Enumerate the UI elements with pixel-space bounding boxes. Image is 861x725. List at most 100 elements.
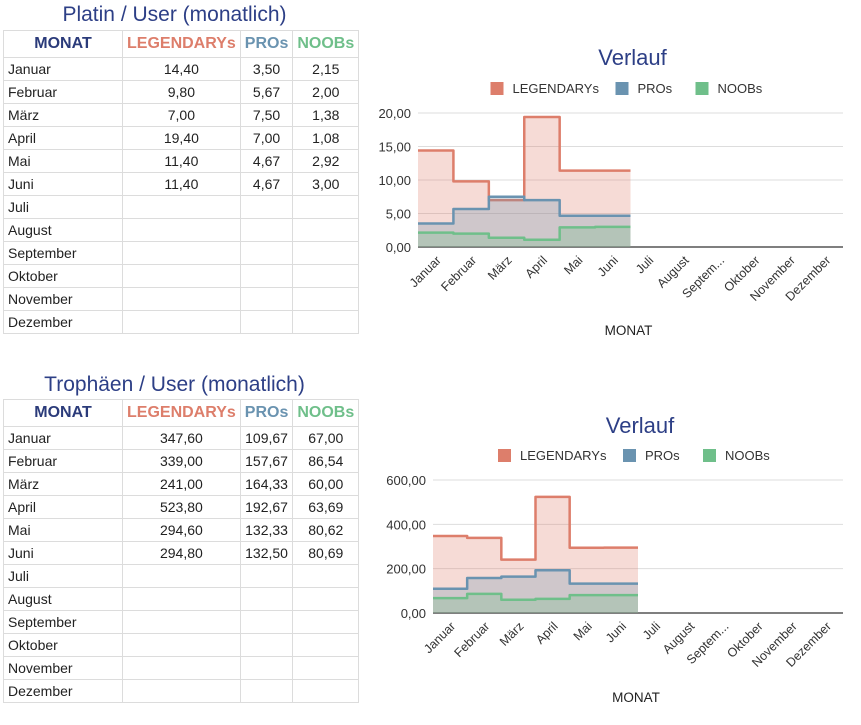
- table-cell[interactable]: 86,54: [292, 449, 360, 473]
- table-cell[interactable]: Juli: [3, 564, 123, 588]
- table-cell[interactable]: [292, 610, 360, 634]
- table-cell[interactable]: [292, 195, 360, 219]
- table-cell[interactable]: [239, 241, 294, 265]
- table-cell[interactable]: 19,40: [122, 126, 241, 150]
- table-cell[interactable]: Juni: [3, 172, 123, 196]
- table-cell[interactable]: 1,08: [292, 126, 360, 150]
- table-cell[interactable]: [239, 287, 294, 311]
- table-cell[interactable]: [122, 656, 241, 680]
- column-header: LEGENDARYs: [122, 399, 241, 427]
- table-cell[interactable]: Mai: [3, 149, 123, 173]
- table-cell[interactable]: 63,69: [292, 495, 360, 519]
- table-cell[interactable]: Dezember: [3, 679, 123, 703]
- table-cell[interactable]: April: [3, 126, 123, 150]
- table-cell[interactable]: 2,15: [292, 57, 360, 81]
- table-cell[interactable]: 9,80: [122, 80, 241, 104]
- table-cell[interactable]: [239, 633, 294, 657]
- table-cell[interactable]: [122, 587, 241, 611]
- table-cell[interactable]: [292, 633, 360, 657]
- table-cell[interactable]: Januar: [3, 426, 123, 450]
- table-cell[interactable]: 294,60: [122, 518, 241, 542]
- table-cell[interactable]: 132,50: [239, 541, 294, 565]
- table-cell[interactable]: [292, 241, 360, 265]
- table-cell[interactable]: [122, 679, 241, 703]
- table-cell[interactable]: 4,67: [239, 149, 294, 173]
- table-cell[interactable]: Juni: [3, 541, 123, 565]
- table-cell[interactable]: 192,67: [239, 495, 294, 519]
- table-cell[interactable]: [292, 587, 360, 611]
- table-cell[interactable]: September: [3, 610, 123, 634]
- table-cell[interactable]: Oktober: [3, 264, 123, 288]
- table-cell[interactable]: 7,00: [239, 126, 294, 150]
- table-cell[interactable]: 60,00: [292, 472, 360, 496]
- table-cell[interactable]: [239, 195, 294, 219]
- table-cell[interactable]: September: [3, 241, 123, 265]
- table-cell[interactable]: 1,38: [292, 103, 360, 127]
- table-cell[interactable]: [122, 310, 241, 334]
- table-cell[interactable]: 4,67: [239, 172, 294, 196]
- table-cell[interactable]: [122, 195, 241, 219]
- table-cell[interactable]: November: [3, 656, 123, 680]
- table-cell[interactable]: Oktober: [3, 633, 123, 657]
- table-cell[interactable]: 3,50: [239, 57, 294, 81]
- table-cell[interactable]: [122, 241, 241, 265]
- table-cell[interactable]: Februar: [3, 449, 123, 473]
- table-cell[interactable]: [239, 218, 294, 242]
- table-cell[interactable]: 2,00: [292, 80, 360, 104]
- table-cell[interactable]: [122, 633, 241, 657]
- table-cell[interactable]: 164,33: [239, 472, 294, 496]
- table-row: Juli: [3, 195, 360, 219]
- table-cell[interactable]: November: [3, 287, 123, 311]
- table-cell[interactable]: [292, 264, 360, 288]
- table-cell[interactable]: 523,80: [122, 495, 241, 519]
- table-cell[interactable]: [292, 218, 360, 242]
- table-cell[interactable]: Juli: [3, 195, 123, 219]
- table-cell[interactable]: [122, 264, 241, 288]
- table-cell[interactable]: [122, 564, 241, 588]
- table-cell[interactable]: 109,67: [239, 426, 294, 450]
- table-cell[interactable]: Januar: [3, 57, 123, 81]
- table-cell[interactable]: 11,40: [122, 149, 241, 173]
- table-cell[interactable]: 80,69: [292, 541, 360, 565]
- table-cell[interactable]: [122, 610, 241, 634]
- table-cell[interactable]: 132,33: [239, 518, 294, 542]
- table-cell[interactable]: [239, 656, 294, 680]
- table-cell[interactable]: März: [3, 472, 123, 496]
- table-cell[interactable]: 3,00: [292, 172, 360, 196]
- table-cell[interactable]: Mai: [3, 518, 123, 542]
- table-cell[interactable]: 7,50: [239, 103, 294, 127]
- table-cell[interactable]: [239, 587, 294, 611]
- table-cell[interactable]: [239, 610, 294, 634]
- table-cell[interactable]: April: [3, 495, 123, 519]
- table-cell[interactable]: 294,80: [122, 541, 241, 565]
- table-cell[interactable]: 7,00: [122, 103, 241, 127]
- table-cell[interactable]: [292, 564, 360, 588]
- table-cell[interactable]: [292, 656, 360, 680]
- table-cell[interactable]: [292, 679, 360, 703]
- table-cell[interactable]: März: [3, 103, 123, 127]
- table-cell[interactable]: 241,00: [122, 472, 241, 496]
- table-cell[interactable]: Dezember: [3, 310, 123, 334]
- table-cell[interactable]: 11,40: [122, 172, 241, 196]
- table-cell[interactable]: 67,00: [292, 426, 360, 450]
- table-cell[interactable]: [239, 264, 294, 288]
- table-cell[interactable]: 339,00: [122, 449, 241, 473]
- table-cell[interactable]: [239, 564, 294, 588]
- table-cell[interactable]: 347,60: [122, 426, 241, 450]
- table-cell[interactable]: [239, 679, 294, 703]
- table-cell[interactable]: [292, 287, 360, 311]
- table-cell[interactable]: [122, 287, 241, 311]
- table-cell[interactable]: 80,62: [292, 518, 360, 542]
- y-tick-label: 5,00: [386, 207, 411, 222]
- table-cell[interactable]: 14,40: [122, 57, 241, 81]
- table-cell[interactable]: 2,92: [292, 149, 360, 173]
- table-cell[interactable]: [239, 310, 294, 334]
- table-platin: MONAT LEGENDARYs PROs NOOBs Januar 14,40 3,50 2…: [3, 30, 360, 334]
- table-cell[interactable]: [122, 218, 241, 242]
- table-cell[interactable]: [292, 310, 360, 334]
- table-cell[interactable]: August: [3, 587, 123, 611]
- table-cell[interactable]: 157,67: [239, 449, 294, 473]
- table-cell[interactable]: August: [3, 218, 123, 242]
- table-cell[interactable]: 5,67: [239, 80, 294, 104]
- table-cell[interactable]: Februar: [3, 80, 123, 104]
